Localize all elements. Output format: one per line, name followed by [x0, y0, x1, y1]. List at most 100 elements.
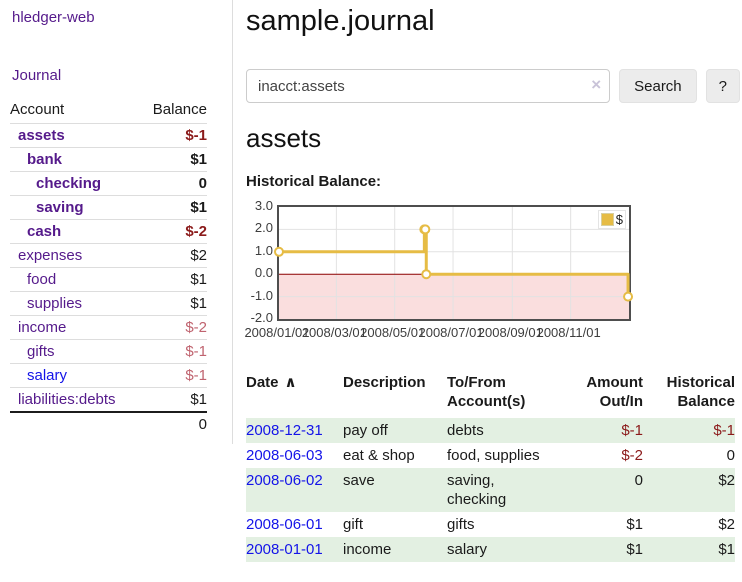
transaction-amount: $-2 — [621, 447, 643, 464]
account-balance: $1 — [190, 199, 207, 216]
sidebar: hledger-web Journal Account Balance asse… — [0, 0, 230, 436]
x-axis-tick-label: 2008/05/01 — [360, 325, 426, 340]
sidebar-item-journal[interactable]: Journal — [12, 67, 62, 84]
account-heading: assets — [246, 123, 322, 153]
historical-balance-chart: $ 3.0 2.0 1.0 0.0 -1.0 -2.0 2008/01/01 2008/03/… — [244, 198, 740, 347]
y-axis-tick-label: -2.0 — [250, 310, 273, 325]
account-balance: $1 — [190, 271, 207, 288]
search-input-wrap: × — [246, 69, 611, 103]
register-table: Date ∧ Description To/From Account(s) Amo… — [246, 371, 735, 562]
account-balance: $1 — [190, 151, 207, 168]
account-row: food $1 — [10, 267, 207, 292]
transaction-balance: $2 — [718, 472, 735, 489]
register-header-accounts: To/From Account(s) — [447, 374, 526, 410]
account-row: expenses $2 — [10, 243, 207, 268]
y-axis-tick-label: -1.0 — [250, 287, 273, 303]
account-balance: $-1 — [185, 367, 207, 384]
transaction-amount: $-1 — [621, 422, 643, 439]
transaction-description: save — [343, 472, 375, 489]
chart-plot-area[interactable]: $ — [274, 205, 634, 321]
transaction-accounts: gifts — [447, 516, 475, 533]
y-axis-tick-label: 3.0 — [254, 198, 273, 213]
sidebar-account-link[interactable]: liabilities:debts — [18, 391, 116, 408]
account-row: bank $1 — [10, 147, 207, 172]
transaction-date-link[interactable]: 2008-01-01 — [246, 541, 323, 558]
account-row: supplies $1 — [10, 291, 207, 316]
account-balance: $-1 — [185, 127, 207, 144]
sidebar-divider — [232, 0, 233, 444]
transaction-accounts: food, supplies — [447, 447, 540, 464]
transaction-description: gift — [343, 516, 364, 533]
table-row: 2008-06-01 gift gifts $1 $2 — [246, 512, 735, 537]
table-row: 2008-06-03 eat & shop food, supplies $-2 0 — [246, 443, 735, 468]
series-swatch-icon — [600, 213, 614, 226]
account-row: gifts $-1 — [10, 339, 207, 364]
register-header-row: Date ∧ Description To/From Account(s) Amo… — [246, 371, 735, 418]
chart-title: Historical Balance: — [246, 173, 382, 190]
account-row: cash $-2 — [10, 219, 207, 244]
table-row: 2008-06-02 save saving, checking 0 $2 — [246, 468, 735, 512]
data-point-marker[interactable] — [421, 269, 432, 280]
data-point-marker[interactable] — [420, 224, 431, 235]
transaction-description: income — [343, 541, 392, 558]
sidebar-account-link[interactable]: supplies — [27, 295, 83, 312]
transaction-amount: 0 — [634, 472, 643, 489]
chart-canvas[interactable] — [274, 207, 634, 319]
account-row: liabilities:debts $1 — [10, 387, 207, 413]
account-row: income $-2 — [10, 315, 207, 340]
clear-search-icon[interactable]: × — [591, 75, 602, 94]
app-title-link[interactable]: hledger-web — [12, 9, 95, 26]
sidebar-account-link[interactable]: saving — [36, 199, 84, 216]
account-balance: $1 — [190, 391, 207, 408]
account-row: salary $-1 — [10, 363, 207, 388]
transaction-balance: 0 — [726, 447, 735, 464]
accounts-total-value: 0 — [198, 416, 207, 433]
x-axis-tick-label: 2008/11/01 — [536, 325, 601, 340]
y-axis-tick-label: 2.0 — [254, 220, 273, 236]
sidebar-account-link[interactable]: bank — [27, 151, 63, 168]
register-header-balance: Historical Balance — [666, 374, 735, 410]
accounts-header-account: Account — [10, 101, 65, 118]
x-axis-tick-label: 2008/03/01 — [301, 325, 367, 340]
transaction-accounts: debts — [447, 422, 484, 439]
account-balance: $-2 — [185, 319, 207, 336]
search-input[interactable] — [246, 69, 611, 103]
accounts-header-balance: Balance — [152, 101, 207, 118]
account-balance: $-2 — [185, 223, 207, 240]
sidebar-account-link[interactable]: expenses — [18, 247, 83, 264]
y-axis-tick-label: 1.0 — [254, 242, 273, 258]
table-row: 2008-12-31 pay off debts $-1 $-1 — [246, 418, 735, 443]
transaction-accounts: salary — [447, 541, 488, 558]
search-button[interactable]: Search — [619, 69, 697, 103]
sidebar-account-link[interactable]: checking — [36, 175, 102, 192]
chart-legend: $ — [597, 210, 626, 229]
sort-ascending-icon: ∧ — [284, 374, 297, 391]
register-header-date[interactable]: Date ∧ — [246, 374, 297, 391]
transaction-date-link[interactable]: 2008-12-31 — [246, 422, 323, 439]
x-axis-tick-label: 2008/09/01 — [477, 325, 543, 340]
account-balance: $-1 — [185, 343, 207, 360]
transaction-balance: $-1 — [713, 422, 735, 439]
sidebar-account-link[interactable]: gifts — [27, 343, 55, 360]
sidebar-account-link[interactable]: assets — [18, 127, 65, 144]
account-balance: $2 — [190, 247, 207, 264]
transaction-date-link[interactable]: 2008-06-03 — [246, 447, 323, 464]
y-axis-tick-label: 0.0 — [254, 265, 273, 281]
help-button[interactable]: ? — [705, 69, 740, 103]
data-point-marker[interactable] — [274, 246, 284, 257]
sidebar-account-link[interactable]: income — [18, 319, 67, 336]
table-row: 2008-01-01 income salary $1 $1 — [246, 537, 735, 562]
accounts-header-row: Account Balance — [10, 97, 207, 124]
transaction-date-link[interactable]: 2008-06-02 — [246, 472, 323, 489]
x-axis-tick-label: 2008/01/01 — [244, 325, 310, 340]
transaction-amount: $1 — [626, 541, 643, 558]
page-title: sample.journal — [246, 5, 435, 37]
register-header-description: Description — [343, 374, 426, 391]
register-header-amount: Amount Out/In — [586, 374, 643, 410]
data-point-marker[interactable] — [623, 291, 634, 302]
sidebar-account-link[interactable]: cash — [27, 223, 62, 240]
transaction-date-link[interactable]: 2008-06-01 — [246, 516, 323, 533]
sidebar-account-link[interactable]: food — [27, 271, 57, 288]
sidebar-account-link[interactable]: salary — [27, 367, 68, 384]
account-balance: $1 — [190, 295, 207, 312]
